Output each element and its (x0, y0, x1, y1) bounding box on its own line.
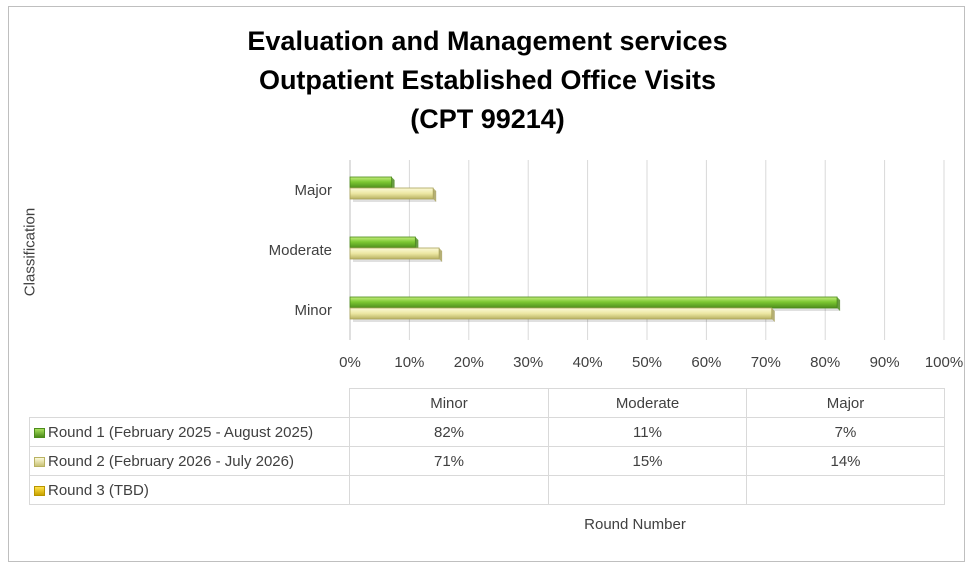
data-table-cell (349, 475, 549, 505)
x-tick-label: 40% (573, 354, 603, 371)
y-tick-label: Moderate (269, 242, 332, 259)
legend-entry-round-3: Round 3 (TBD) (29, 475, 350, 505)
chart-title-line-1: Evaluation and Management services (247, 26, 728, 56)
legend-swatch-round-2 (34, 456, 45, 467)
x-tick-label: 90% (870, 354, 900, 371)
chart-title-line-3: (CPT 99214) (410, 104, 565, 134)
x-axis-title: Round Number (584, 516, 686, 533)
bar-minor-round-2 (349, 307, 773, 320)
bar-major-round-2 (349, 187, 434, 200)
x-tick-label: 50% (632, 354, 662, 371)
x-tick-label: 10% (394, 354, 424, 371)
data-table-corner (29, 388, 350, 418)
data-table-cell (746, 475, 945, 505)
bar-moderate-round-1 (349, 236, 416, 249)
bar-moderate-round-2 (349, 247, 440, 260)
chart-title-line-2: Outpatient Established Office Visits (258, 65, 717, 95)
data-table-cell (548, 475, 747, 505)
x-tick-label: 60% (691, 354, 721, 371)
bar-end-cap (837, 297, 841, 311)
x-tick-label: 70% (751, 354, 781, 371)
data-table-header-row: Minor Moderate Major (29, 388, 945, 418)
data-table-cell: 15% (548, 446, 747, 476)
data-table-cell: 7% (746, 417, 945, 447)
y-tick-label: Major (294, 182, 332, 199)
data-table-cell: 82% (349, 417, 549, 447)
legend-label: Round 3 (TBD) (48, 481, 149, 499)
x-tick-label: 20% (454, 354, 484, 371)
bar-end-cap (433, 188, 437, 202)
bar-end-cap (415, 237, 419, 251)
y-tick-label: Minor (294, 302, 332, 319)
x-tick-label: 80% (810, 354, 840, 371)
x-tick-label: 0% (339, 354, 361, 371)
legend-swatch-round-1 (34, 427, 45, 438)
legend-label: Round 1 (February 2025 - August 2025) (48, 423, 314, 441)
legend-entry-round-1: Round 1 (February 2025 - August 2025) (29, 417, 350, 447)
bar-end-cap (771, 308, 775, 322)
data-table-header: Moderate (548, 388, 747, 418)
chart-title: Evaluation and Management services Outpa… (0, 22, 975, 139)
data-table-cell: 11% (548, 417, 747, 447)
legend-entry-round-2: Round 2 (February 2026 - July 2026) (29, 446, 350, 476)
data-table-row-round-1: Round 1 (February 2025 - August 2025) 82… (29, 417, 945, 447)
data-table-row-round-2: Round 2 (February 2026 - July 2026) 71% … (29, 446, 945, 476)
data-table-row-round-3: Round 3 (TBD) (29, 475, 945, 505)
data-table-cell: 14% (746, 446, 945, 476)
x-tick-label: 30% (513, 354, 543, 371)
legend-label: Round 2 (February 2026 - July 2026) (48, 452, 294, 470)
data-table-header: Minor (349, 388, 549, 418)
bar-minor-round-1 (349, 296, 838, 309)
bar-end-cap (439, 248, 443, 262)
legend-swatch-round-3 (34, 485, 45, 496)
x-tick-label: 100% (925, 354, 963, 371)
data-table-cell: 71% (349, 446, 549, 476)
bar-end-cap (391, 177, 395, 191)
data-table-header: Major (746, 388, 945, 418)
bar-major-round-1 (349, 176, 392, 189)
data-table: Minor Moderate Major Round 1 (February 2… (29, 388, 945, 505)
